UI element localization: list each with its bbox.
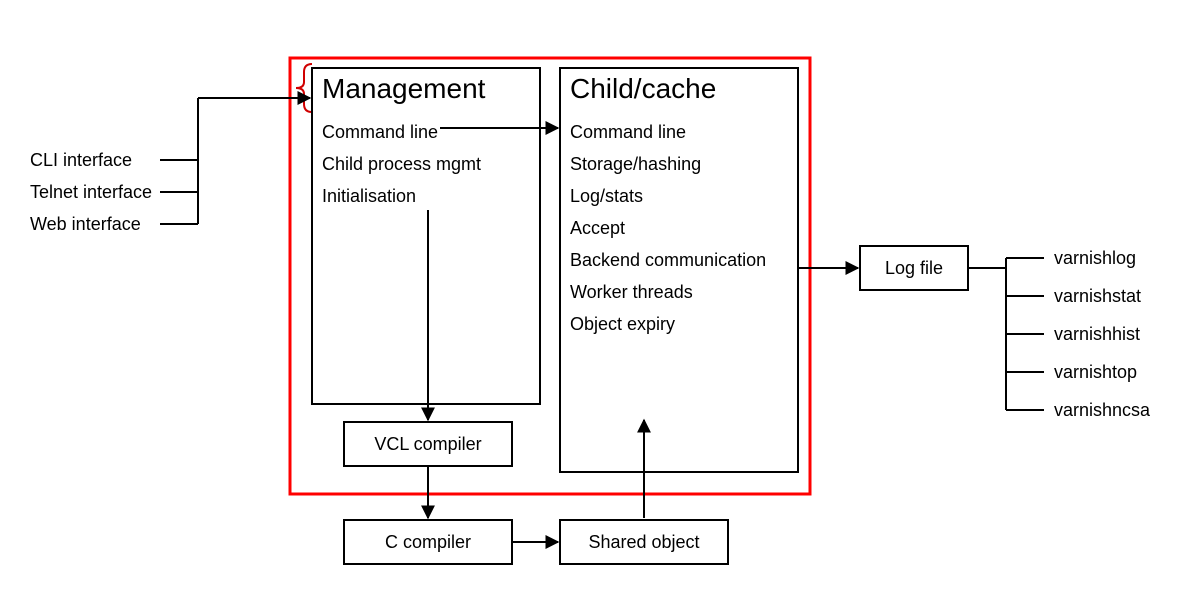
tools-label: varnishtop <box>1054 362 1137 382</box>
logfile-label: Log file <box>885 258 943 278</box>
childcache-item: Object expiry <box>570 314 675 334</box>
childcache-item: Command line <box>570 122 686 142</box>
management-item: Child process mgmt <box>322 154 481 174</box>
interface-label: Web interface <box>30 214 141 234</box>
cc-label: C compiler <box>385 532 471 552</box>
childcache-title: Child/cache <box>570 73 716 104</box>
childcache-item: Accept <box>570 218 625 238</box>
tools-label: varnishncsa <box>1054 400 1151 420</box>
vcl-label: VCL compiler <box>374 434 481 454</box>
childcache-item: Log/stats <box>570 186 643 206</box>
interface-label: CLI interface <box>30 150 132 170</box>
management-item: Initialisation <box>322 186 416 206</box>
interface-label: Telnet interface <box>30 182 152 202</box>
red-brace <box>296 64 312 112</box>
shared-label: Shared object <box>588 532 699 552</box>
tools-label: varnishstat <box>1054 286 1141 306</box>
management-box <box>312 68 540 404</box>
childcache-item: Backend communication <box>570 250 766 270</box>
childcache-item: Storage/hashing <box>570 154 701 174</box>
management-title: Management <box>322 73 486 104</box>
childcache-item: Worker threads <box>570 282 693 302</box>
tools-label: varnishhist <box>1054 324 1140 344</box>
tools-label: varnishlog <box>1054 248 1136 268</box>
management-item: Command line <box>322 122 438 142</box>
